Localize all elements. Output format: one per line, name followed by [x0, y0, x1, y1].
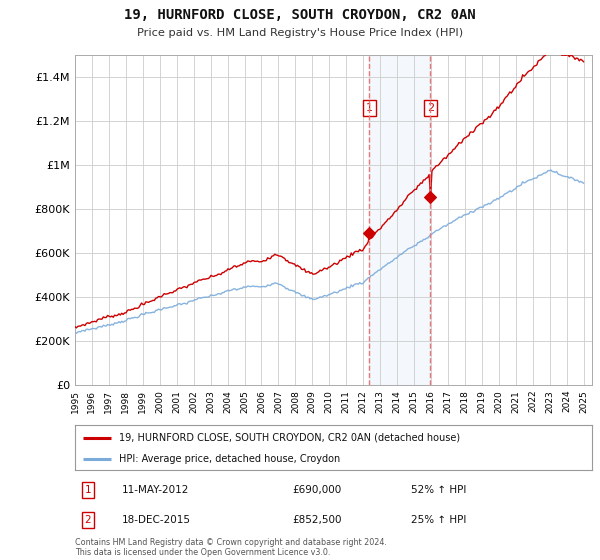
Text: 11-MAY-2012: 11-MAY-2012 [122, 485, 189, 495]
Point [364, 228, 374, 237]
Text: £852,500: £852,500 [292, 515, 341, 525]
Text: 18-DEC-2015: 18-DEC-2015 [122, 515, 191, 525]
Bar [369, 55, 430, 385]
Text: HPI: Average price, detached house, Croydon: HPI: Average price, detached house, Croy… [119, 454, 340, 464]
Text: Price paid vs. HM Land Registry's House Price Index (HPI): Price paid vs. HM Land Registry's House … [137, 28, 463, 38]
Text: £690,000: £690,000 [292, 485, 341, 495]
Text: 52% ↑ HPI: 52% ↑ HPI [411, 485, 466, 495]
Text: 1: 1 [366, 103, 373, 113]
Point [425, 193, 435, 202]
Text: 2: 2 [427, 103, 434, 113]
Text: 25% ↑ HPI: 25% ↑ HPI [411, 515, 466, 525]
Text: 2: 2 [85, 515, 91, 525]
Text: 19, HURNFORD CLOSE, SOUTH CROYDON, CR2 0AN: 19, HURNFORD CLOSE, SOUTH CROYDON, CR2 0… [124, 8, 476, 22]
Text: 19, HURNFORD CLOSE, SOUTH CROYDON, CR2 0AN (detached house): 19, HURNFORD CLOSE, SOUTH CROYDON, CR2 0… [119, 432, 460, 442]
Text: 1: 1 [85, 485, 91, 495]
Text: Contains HM Land Registry data © Crown copyright and database right 2024.
This d: Contains HM Land Registry data © Crown c… [75, 538, 387, 557]
